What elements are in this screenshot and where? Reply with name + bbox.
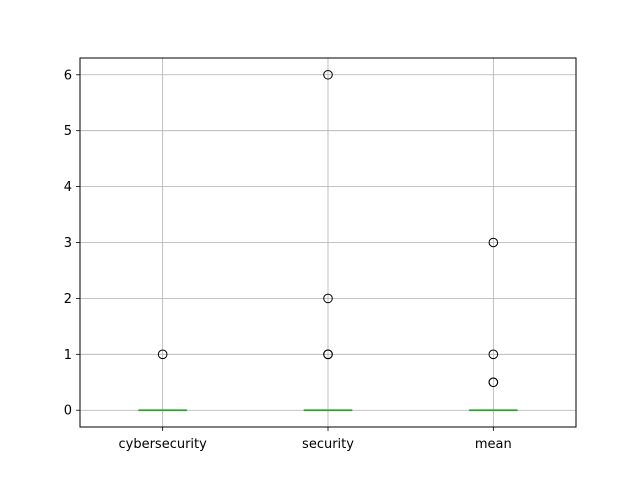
outlier-point (323, 293, 333, 304)
x-tick-label: cybersecurity (118, 437, 207, 452)
outlier-point (323, 69, 333, 80)
y-tick-label: 0 (64, 404, 72, 419)
outlier-point (157, 349, 168, 360)
axis-layer: 0 1 2 3 4 5 6 cybersecurity security mean (64, 68, 512, 452)
grid-layer (80, 58, 576, 427)
x-tick-label: mean (475, 437, 512, 452)
x-tick-label: security (302, 437, 354, 452)
y-tick-label: 3 (64, 236, 72, 251)
outlier-point (323, 349, 333, 360)
y-tick-label: 6 (64, 68, 72, 83)
y-tick-label: 1 (64, 348, 72, 363)
outlier-point (488, 377, 499, 388)
y-tick-label: 4 (64, 180, 72, 195)
outlier-point (488, 237, 499, 248)
y-tick-label: 5 (64, 124, 72, 139)
outlier-point (488, 349, 499, 360)
marks-layer (138, 69, 518, 412)
y-tick-label: 2 (64, 292, 72, 307)
